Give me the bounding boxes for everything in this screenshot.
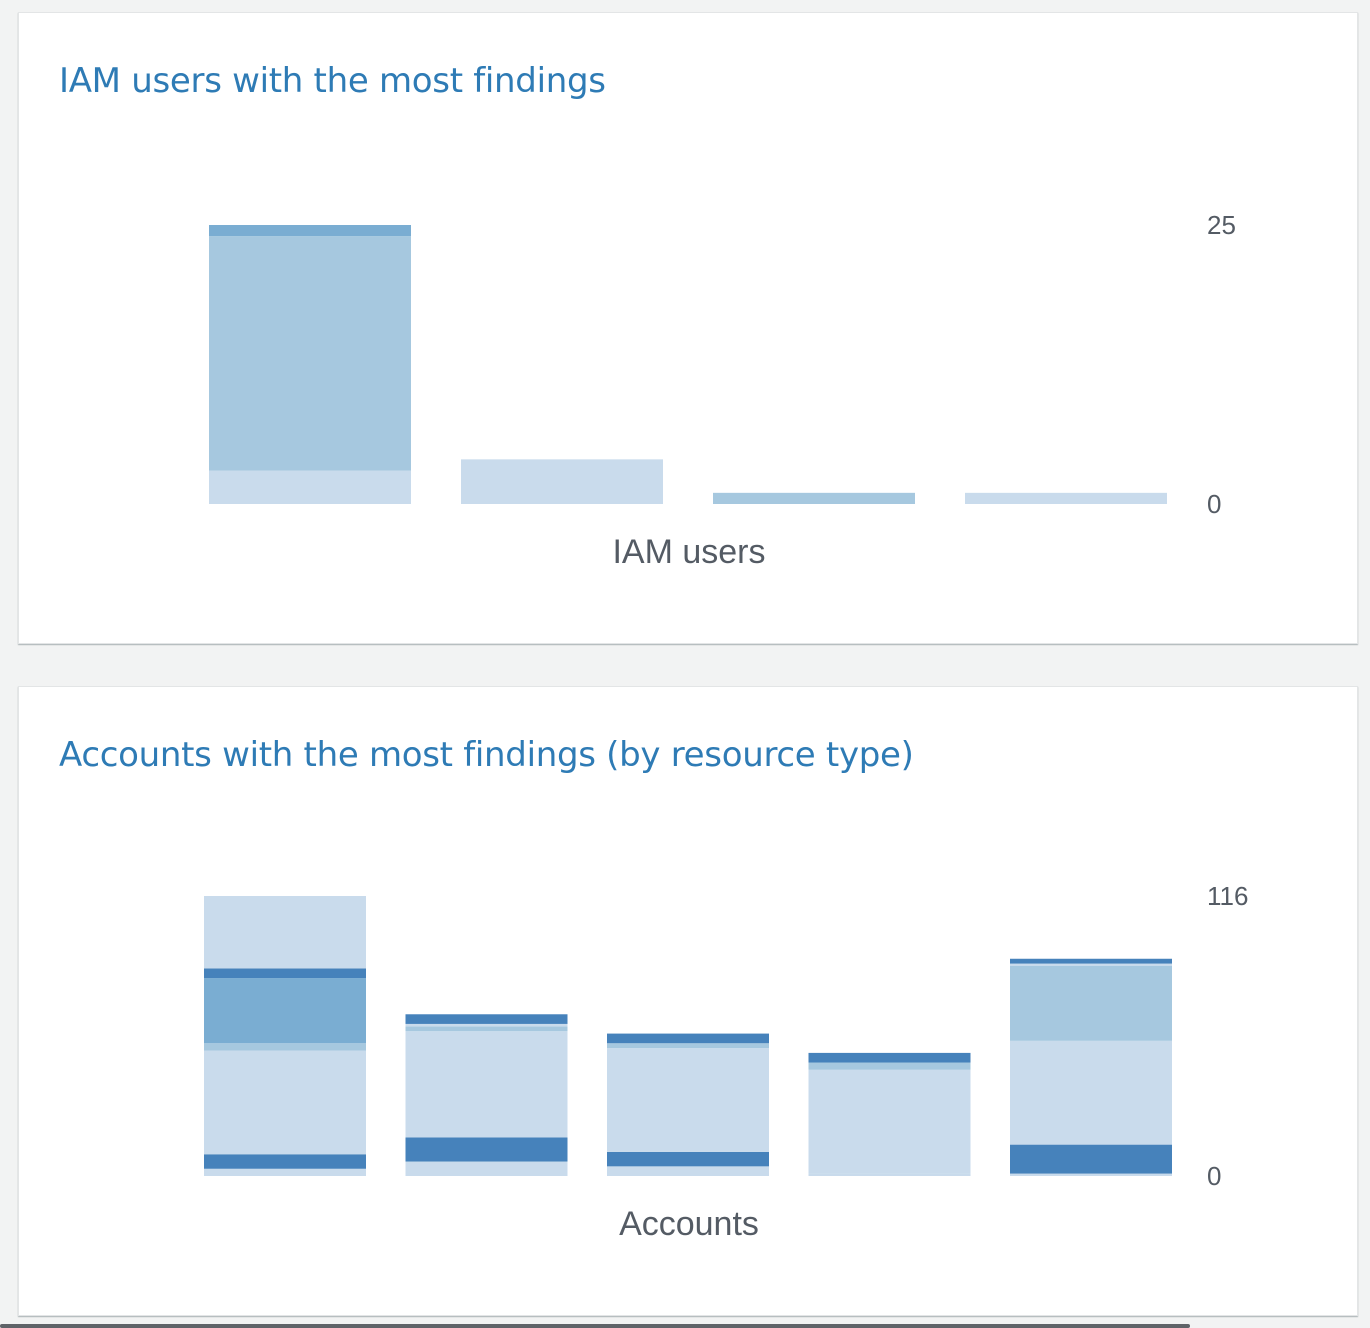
bar-1-segment-2[interactable]: [209, 236, 411, 471]
bar-3-segment-2[interactable]: [713, 492, 915, 504]
bar-2-segment-3[interactable]: [405, 1031, 568, 1138]
bar-5[interactable]: [1010, 958, 1172, 1176]
y-tick-label: 25: [1207, 210, 1236, 240]
bar-1-segment-3[interactable]: [209, 225, 411, 237]
bar-3-segment-8[interactable]: [607, 1033, 769, 1044]
bar-4-segment-8[interactable]: [808, 1052, 971, 1063]
iam-users-card: IAM users with the most findings 25 0 IAM …: [18, 12, 1358, 644]
x-axis-title: IAM users: [612, 533, 765, 571]
bar-2-segment-7[interactable]: [405, 1023, 568, 1027]
iam-chart-title: IAM users with the most findings: [59, 61, 606, 101]
bar-3-segment-6[interactable]: [607, 1043, 769, 1049]
bar-1-segment-1[interactable]: [209, 470, 411, 504]
bar-1[interactable]: [204, 896, 366, 1176]
bar-3[interactable]: [713, 492, 915, 504]
bar-1-segment-5[interactable]: [204, 978, 366, 1044]
y-tick-label: 116: [1207, 881, 1248, 911]
bar-5-segment-8[interactable]: [1010, 958, 1172, 964]
bar-3-segment-3[interactable]: [607, 1048, 769, 1152]
bar-4-segment-1[interactable]: [965, 492, 1167, 504]
bar-4-segment-6[interactable]: [808, 1062, 971, 1070]
bar-5-segment-2[interactable]: [1010, 1144, 1172, 1174]
bar-2[interactable]: [405, 1014, 568, 1176]
x-axis-title: Accounts: [619, 1205, 759, 1243]
accounts-card: Accounts with the most findings (by reso…: [18, 686, 1358, 1316]
bar-2-segment-1[interactable]: [461, 459, 663, 504]
window-bottom-edge: [0, 1324, 1190, 1328]
bar-2-segment-1[interactable]: [405, 1161, 568, 1176]
bar-4[interactable]: [808, 1052, 971, 1176]
bar-1-segment-3[interactable]: [204, 1050, 366, 1155]
accounts-chart-title: Accounts with the most findings (by reso…: [59, 735, 914, 775]
bar-5-segment-6[interactable]: [1010, 966, 1172, 1041]
bar-3[interactable]: [607, 1033, 769, 1176]
bar-5-segment-7[interactable]: [1010, 963, 1172, 966]
bar-1-segment-1[interactable]: [204, 1168, 366, 1176]
bar-1-segment-9[interactable]: [204, 896, 366, 969]
bar-2[interactable]: [461, 459, 663, 504]
iam-users-chart: 25 0 IAM users: [209, 210, 1236, 571]
bar-3-segment-1[interactable]: [607, 1166, 769, 1176]
bar-1-segment-4[interactable]: [204, 1043, 366, 1051]
bar-2-segment-2[interactable]: [405, 1137, 568, 1162]
accounts-chart: 116 0 Accounts: [204, 881, 1248, 1243]
bar-4-segment-1[interactable]: [808, 1173, 971, 1176]
bar-1[interactable]: [209, 225, 411, 504]
bar-2-segment-8[interactable]: [405, 1014, 568, 1024]
y-tick-label: 0: [1207, 1161, 1221, 1191]
bar-3-segment-2[interactable]: [607, 1151, 769, 1167]
bar-1-segment-2[interactable]: [204, 1154, 366, 1169]
bar-5-segment-3[interactable]: [1010, 1040, 1172, 1145]
bar-4[interactable]: [965, 492, 1167, 504]
bar-5-segment-1[interactable]: [1010, 1173, 1172, 1176]
bar-4-segment-3[interactable]: [808, 1069, 971, 1174]
bar-1-segment-8[interactable]: [204, 968, 366, 979]
bar-2-segment-6[interactable]: [405, 1026, 568, 1032]
y-tick-label: 0: [1207, 489, 1221, 519]
